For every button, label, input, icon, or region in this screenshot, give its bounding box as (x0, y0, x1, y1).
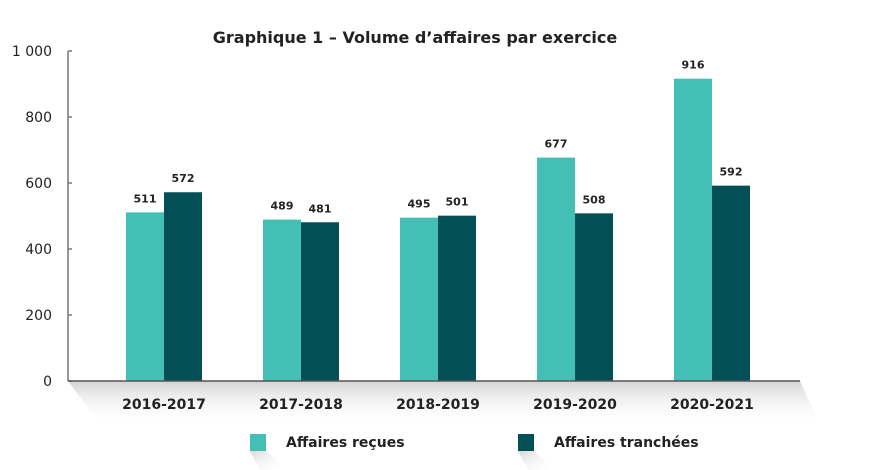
bars: 511 572 489 481 495 501 677 508 916 592 (126, 59, 750, 381)
chart-title: Graphique 1 – Volume d’affaires par exer… (213, 28, 618, 47)
x-tick-label: 2018-2019 (396, 397, 480, 413)
data-label: 916 (682, 59, 705, 72)
x-tick-label: 2019-2020 (533, 397, 617, 413)
y-tick-label: 1 000 (12, 44, 52, 60)
legend-swatch-shadow (250, 451, 286, 470)
bar-affaires-recues (400, 217, 438, 381)
x-tick-label: 2017-2018 (259, 397, 343, 413)
data-label: 489 (271, 200, 294, 213)
legend-label: Affaires reçues (286, 435, 405, 451)
bar-affaires-tranchees (164, 192, 202, 381)
bar-affaires-recues (126, 212, 164, 381)
axis-shadow (68, 381, 820, 425)
legend-label: Affaires tranchées (554, 435, 699, 451)
data-label: 511 (134, 192, 157, 205)
y-tick-label: 400 (25, 242, 52, 258)
bar-affaires-tranchees (712, 185, 750, 381)
x-tick-label: 2016-2017 (122, 397, 206, 413)
x-tick-label: 2020-2021 (670, 397, 754, 413)
y-axis: 0 200 400 600 800 1 000 (12, 44, 72, 390)
data-label: 572 (172, 172, 195, 185)
legend-swatch (250, 434, 266, 451)
data-label: 495 (408, 198, 431, 211)
bar-affaires-recues (674, 78, 712, 381)
data-label: 592 (720, 166, 743, 179)
bar-affaires-tranchees (438, 215, 476, 381)
y-tick-label: 0 (43, 374, 52, 390)
bar-affaires-tranchees (301, 222, 339, 381)
legend: Affaires reçues Affaires tranchées (250, 434, 699, 470)
bar-affaires-recues (263, 219, 301, 381)
y-tick-label: 600 (25, 176, 52, 192)
legend-swatch (518, 434, 534, 451)
x-axis: 2016-2017 2017-2018 2018-2019 2019-2020 2020… (68, 380, 800, 413)
bar-affaires-recues (537, 157, 575, 381)
legend-swatch-shadow (518, 451, 554, 470)
data-label: 508 (583, 193, 606, 206)
data-label: 501 (446, 196, 469, 209)
data-label: 481 (309, 202, 332, 215)
y-tick-label: 800 (25, 110, 52, 126)
y-tick-label: 200 (25, 308, 52, 324)
data-label: 677 (545, 138, 568, 151)
bar-affaires-tranchees (575, 213, 613, 381)
